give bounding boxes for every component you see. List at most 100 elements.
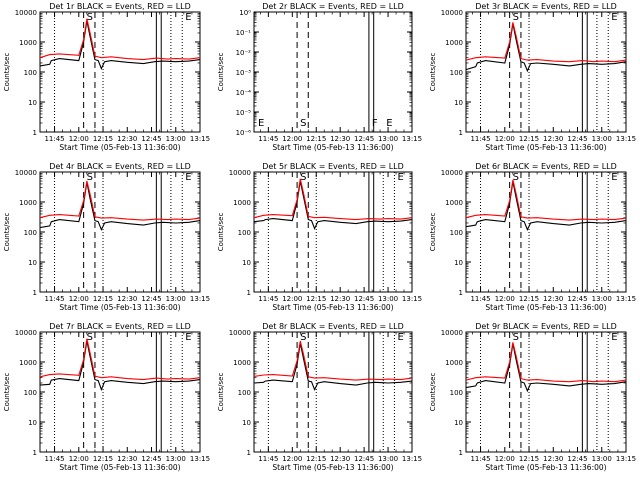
x-tick-label: 12:15 [519, 135, 539, 143]
marker-label-e: E [185, 12, 191, 23]
x-tick-label: 13:00 [592, 295, 612, 303]
y-axis-label: Counts/sec [3, 373, 11, 412]
marker-label-e: E [611, 12, 617, 23]
marker-label-e: E [386, 118, 392, 129]
y-tick-label: 10 [242, 419, 251, 427]
x-axis-label: Start Time (05-Feb-13 11:36:00) [59, 303, 180, 312]
y-axis-label: Counts/sec [217, 373, 225, 412]
x-axis-label: Start Time (05-Feb-13 11:36:00) [272, 463, 393, 472]
y-tick-label: 1 [459, 129, 463, 137]
x-tick-label: 12:00 [282, 295, 302, 303]
x-tick-label: 12:00 [69, 135, 89, 143]
series-lld [465, 22, 627, 63]
x-tick-label: 12:45 [141, 135, 161, 143]
x-tick-label: 13:15 [190, 295, 210, 303]
x-tick-label: 13:15 [190, 455, 210, 463]
x-tick-label: 12:45 [567, 295, 587, 303]
x-tick-label: 12:30 [543, 455, 563, 463]
chart-title: Det 2r BLACK = Events, RED = LLD [262, 2, 404, 11]
series-events [465, 343, 627, 393]
x-tick-label: 12:15 [93, 135, 113, 143]
y-tick-label: 1 [459, 289, 463, 297]
x-tick-label: 12:45 [141, 295, 161, 303]
y-tick-label: 10000 [229, 169, 251, 177]
panel-1: Det 1r BLACK = Events, RED = LLD 1 10 100 10… [3, 2, 210, 152]
x-tick-label: 11:45 [44, 455, 64, 463]
plot-frame [253, 171, 413, 293]
x-tick-label: 11:45 [44, 135, 64, 143]
marker-label-f: F [372, 118, 378, 129]
x-axis-label: Start Time (05-Feb-13 11:36:00) [272, 303, 393, 312]
x-axis-label: Start Time (05-Feb-13 11:36:00) [485, 303, 606, 312]
chart-title: Det 9r BLACK = Events, RED = LLD [475, 322, 617, 331]
y-tick-label: 100 [238, 229, 251, 237]
y-tick-label: 10 [28, 259, 37, 267]
x-axis-label: Start Time (05-Feb-13 11:36:00) [272, 143, 393, 152]
x-tick-label: 11:45 [470, 135, 490, 143]
panel-7: Det 7r BLACK = Events, RED = LLD 1 10 100 10… [3, 322, 210, 472]
x-tick-label: 12:45 [354, 295, 374, 303]
y-axis-label: Counts/sec [429, 53, 437, 92]
series-events [39, 340, 201, 392]
x-tick-label: 12:00 [495, 295, 515, 303]
y-tick-label: 1000 [233, 199, 251, 207]
series-lld [465, 179, 627, 221]
y-tick-label: 100 [24, 229, 37, 237]
series-lld [253, 340, 413, 381]
panel-5: Det 5r BLACK = Events, RED = LLD 1 10 100 10… [217, 162, 422, 312]
x-tick-label: 13:00 [166, 135, 186, 143]
y-tick-label: 10 [28, 419, 37, 427]
y-tick-label: 1 [33, 449, 37, 457]
chart-title: Det 7r BLACK = Events, RED = LLD [49, 322, 191, 331]
x-tick-label: 12:45 [354, 455, 374, 463]
x-tick-label: 12:15 [306, 135, 326, 143]
x-tick-label: 12:15 [519, 295, 539, 303]
marker-label-e: E [611, 172, 617, 183]
x-tick-label: 13:15 [616, 135, 636, 143]
marker-label-e: E [397, 172, 403, 183]
x-tick-label: 12:30 [117, 295, 137, 303]
y-axis-label: Counts/sec [217, 213, 225, 252]
x-tick-label: 12:00 [282, 135, 302, 143]
x-tick-label: 12:00 [282, 455, 302, 463]
x-tick-label: 12:15 [93, 455, 113, 463]
marker-label-s: S [513, 12, 519, 23]
y-tick-label: 1 [247, 289, 251, 297]
series-lld [39, 180, 201, 221]
y-tick-label: 1 [247, 449, 251, 457]
x-tick-label: 12:45 [567, 455, 587, 463]
y-tick-label: 10⁻³ [236, 69, 252, 77]
marker-label-s: S [300, 172, 306, 183]
y-tick-label: 1 [33, 289, 37, 297]
x-tick-label: 13:15 [402, 455, 422, 463]
x-tick-label: 13:00 [592, 135, 612, 143]
x-tick-label: 12:30 [330, 135, 350, 143]
marker-label-s: S [87, 332, 93, 343]
plot-frame [465, 171, 627, 293]
chart-title: Det 4r BLACK = Events, RED = LLD [49, 162, 191, 171]
x-tick-label: 13:00 [166, 455, 186, 463]
series-events [253, 343, 413, 391]
x-tick-label: 13:15 [402, 135, 422, 143]
x-tick-label: 12:45 [354, 135, 374, 143]
y-tick-label: 10000 [441, 329, 463, 337]
y-tick-label: 1000 [445, 39, 463, 47]
y-tick-label: 1000 [19, 199, 37, 207]
x-tick-label: 12:15 [306, 455, 326, 463]
y-axis-label: Counts/sec [3, 53, 11, 92]
y-tick-label: 1000 [445, 359, 463, 367]
chart-title: Det 6r BLACK = Events, RED = LLD [475, 162, 617, 171]
x-tick-label: 13:00 [592, 455, 612, 463]
series-events [465, 181, 627, 231]
marker-label-s: S [513, 172, 519, 183]
chart-title: Det 5r BLACK = Events, RED = LLD [262, 162, 404, 171]
y-axis-label: Counts/sec [429, 373, 437, 412]
panel-8: Det 8r BLACK = Events, RED = LLD 1 10 100 10… [217, 322, 422, 472]
x-tick-label: 12:30 [117, 455, 137, 463]
marker-label-e: E [611, 332, 617, 343]
x-tick-label: 11:45 [258, 135, 278, 143]
panel-6: Det 6r BLACK = Events, RED = LLD 1 10 100 10… [429, 162, 636, 312]
y-tick-label: 1000 [233, 359, 251, 367]
panel-9: Det 9r BLACK = Events, RED = LLD 1 10 100 10… [429, 322, 636, 472]
x-axis-label: Start Time (05-Feb-13 11:36:00) [485, 143, 606, 152]
